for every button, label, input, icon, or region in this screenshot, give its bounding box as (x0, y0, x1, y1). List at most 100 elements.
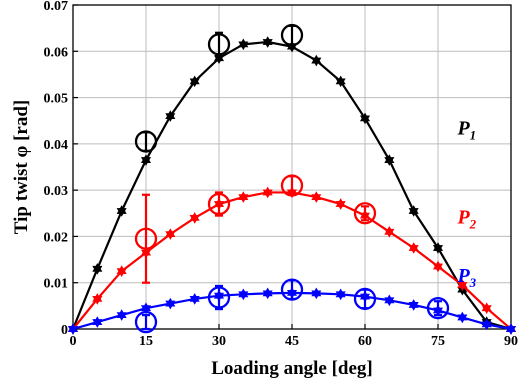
star-marker-down (481, 321, 492, 331)
star-marker-down (384, 228, 395, 238)
measured-point (426, 297, 450, 320)
data-point (505, 323, 517, 335)
data-point (116, 265, 127, 277)
measured-point (280, 278, 304, 301)
measured-point (280, 174, 304, 197)
data-point (67, 323, 79, 335)
x-tick-label: 15 (139, 334, 153, 349)
star-marker-down (335, 78, 346, 88)
star-marker-down (92, 265, 103, 275)
star-marker-down (238, 291, 249, 301)
data-point (189, 212, 200, 224)
y-tick-label: 0.06 (44, 45, 69, 60)
star-marker-down (140, 305, 152, 314)
measured-point (207, 284, 231, 311)
measured-circle (353, 202, 377, 225)
star-marker-down (335, 291, 346, 301)
data-point (238, 38, 249, 51)
data-point (116, 205, 127, 217)
star-marker-down (335, 201, 346, 210)
star-marker-down (432, 245, 444, 254)
measured-point (134, 193, 158, 284)
data-point (408, 205, 419, 217)
data-point (262, 36, 273, 48)
star-marker-down (481, 305, 492, 314)
data-point (457, 279, 468, 291)
series-subscript: 1 (470, 128, 477, 143)
measured-point (353, 287, 377, 311)
star-marker-down (165, 231, 176, 240)
y-tick-label: 0.02 (44, 230, 69, 245)
series-label: P1 (456, 118, 476, 143)
data-point (140, 154, 152, 166)
measured-circle (207, 286, 231, 309)
x-axis-label: Loading angle [deg] (211, 358, 373, 379)
x-tick-label: 90 (504, 334, 518, 349)
series-3: P3 (67, 265, 517, 335)
data-point (335, 288, 346, 301)
y-tick-label: 0.03 (44, 184, 69, 199)
star-marker-down (505, 326, 517, 335)
data-point (262, 186, 273, 199)
star-marker-down (189, 296, 200, 305)
measured-circle (207, 192, 231, 216)
star-marker-down (384, 157, 395, 166)
star-marker-down (457, 282, 468, 291)
data-point (165, 110, 176, 122)
star-marker-down (432, 263, 444, 273)
measured-point (207, 31, 231, 58)
measured-point (134, 130, 158, 153)
data-point (408, 242, 419, 254)
measured-circle (134, 227, 158, 250)
data-point (311, 191, 322, 203)
measured-point (280, 23, 304, 47)
data-point (311, 54, 322, 67)
x-tick-label: 75 (431, 334, 445, 349)
data-point (384, 154, 395, 166)
data-point (140, 302, 152, 314)
data-point (238, 288, 249, 301)
y-tick-label: 0.01 (44, 277, 69, 292)
measured-circle (280, 23, 304, 47)
star-marker-down (311, 57, 322, 67)
data-point (481, 318, 492, 331)
measured-point (134, 310, 158, 334)
data-point (189, 75, 200, 88)
star-marker-down (384, 297, 395, 307)
data-point (165, 228, 176, 240)
star-marker-down (116, 268, 127, 277)
data-point (92, 293, 103, 305)
star-marker-down (140, 157, 152, 166)
y-tick-label: 0.04 (44, 138, 69, 153)
measured-circle (353, 287, 377, 311)
star-marker-down (262, 290, 273, 300)
star-marker-down (262, 39, 273, 48)
data-point (359, 112, 371, 125)
data-point (116, 309, 127, 321)
data-point (432, 242, 444, 254)
data-point (238, 191, 249, 203)
star-marker-down (189, 215, 200, 224)
y-tick-label: 0 (61, 323, 68, 338)
data-point (165, 297, 176, 310)
series-name: P (456, 265, 470, 287)
measured-point (207, 191, 231, 217)
star-marker-down (408, 208, 419, 217)
data-point (92, 316, 103, 328)
star-marker-down (238, 194, 249, 203)
data-point (432, 260, 444, 273)
star-marker-down (116, 208, 127, 217)
star-marker-down (262, 189, 273, 199)
star-marker-down (92, 319, 103, 328)
star-marker-down (165, 113, 176, 122)
data-point (189, 293, 200, 305)
data-point (335, 198, 346, 210)
measured-circle (280, 174, 304, 197)
measured-point (353, 202, 377, 225)
series-label: P3 (456, 265, 476, 290)
star-marker-down (92, 296, 103, 305)
measured-circle (280, 278, 304, 301)
star-marker-down (67, 326, 79, 335)
